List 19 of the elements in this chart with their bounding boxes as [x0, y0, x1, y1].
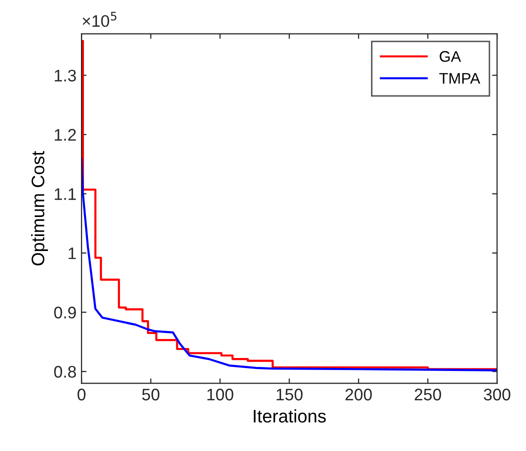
line-series — [82, 158, 498, 372]
x-tick-label: 100 — [207, 388, 234, 400]
y-axis-title: Optimum Cost — [31, 151, 48, 266]
x-tick-label: 200 — [345, 388, 372, 400]
x-tick-label: 0 — [78, 388, 86, 400]
y-tick-label: 1 — [68, 248, 76, 260]
y-tick-label: 1.1 — [54, 188, 76, 200]
x-tick-label: 50 — [142, 388, 160, 400]
text: ×10$^{5}$ — [82, 12, 116, 27]
x-tick-label: 300 — [484, 388, 510, 400]
y-tick-label: 1.2 — [54, 128, 76, 141]
y-tick-label: 0.9 — [54, 306, 76, 318]
y-tick-label: 0.8 — [54, 366, 76, 378]
x-axis-title: Iterations — [254, 409, 326, 423]
y-tick-label: 1.3 — [54, 70, 76, 82]
x-tick-label: 250 — [414, 388, 442, 400]
x-tick-label: 150 — [276, 388, 303, 400]
legend-label: TMPA — [439, 73, 480, 84]
legend-label: GA — [440, 51, 461, 62]
